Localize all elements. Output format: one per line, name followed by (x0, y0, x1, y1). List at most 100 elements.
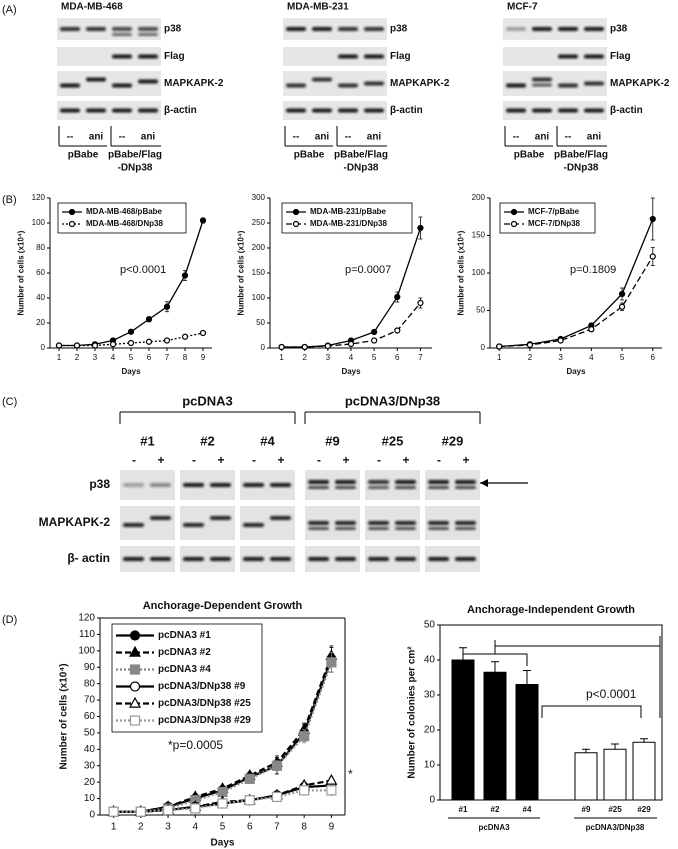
y-tick-label: 100 (32, 218, 46, 227)
band (428, 486, 449, 489)
band (364, 27, 384, 31)
band (364, 108, 384, 113)
band (395, 527, 416, 530)
band (335, 486, 356, 489)
clone-label: #9 (325, 433, 339, 448)
band (312, 77, 332, 82)
x-tick-label: #4 (523, 805, 532, 814)
y-tick-label: 30 (424, 690, 436, 701)
annotation: p=0.0007 (345, 264, 391, 276)
marker (510, 208, 518, 216)
group-label: -DNp38 (117, 163, 152, 174)
blot-strip (425, 470, 480, 500)
row-label: β-actin (390, 105, 423, 116)
marker (129, 630, 141, 641)
legend-box (499, 202, 596, 234)
marker (145, 316, 153, 323)
band (338, 27, 358, 31)
blot-title: MDA-MB-231 (287, 2, 349, 13)
annotation: * (348, 767, 353, 781)
y-tick-label: 0 (41, 343, 46, 352)
row-label: p38 (610, 24, 628, 35)
band (428, 521, 449, 525)
band (183, 523, 204, 527)
band (455, 527, 476, 530)
band (335, 480, 356, 484)
marker (217, 798, 228, 809)
band (270, 516, 291, 520)
x-axis-label: Days (121, 367, 141, 376)
clone-label: #25 (382, 433, 404, 448)
x-tick-label: 8 (301, 822, 307, 833)
legend-label: MCF-7/DNp38 (528, 219, 581, 228)
lane-label: ani (315, 132, 330, 143)
error-bar (611, 743, 619, 750)
band (335, 521, 356, 525)
x-tick-label: 2 (138, 822, 144, 833)
band (455, 521, 476, 525)
group-label: -DNp38 (563, 163, 598, 174)
band (150, 516, 171, 520)
band (138, 79, 158, 84)
y-tick-label: 60 (36, 268, 45, 277)
error-bar (582, 748, 590, 753)
x-tick-label: #1 (459, 805, 468, 814)
marker (73, 342, 81, 349)
band (428, 480, 449, 484)
x-tick-label: 3 (93, 353, 98, 362)
y-tick-label: 90 (84, 662, 96, 673)
marker (371, 337, 378, 344)
band (210, 483, 231, 487)
x-tick-label: 1 (279, 353, 284, 362)
annotation: p=0.1809 (570, 264, 616, 276)
blot-strip (283, 47, 387, 66)
marker (496, 343, 503, 350)
marker (618, 290, 626, 298)
x-tick-label: 2 (528, 353, 533, 362)
band (368, 480, 389, 484)
lane-label: -- (565, 132, 572, 143)
band (150, 483, 171, 487)
row-label: Flag (390, 51, 411, 62)
marker (129, 696, 141, 708)
y-axis-label: Number of cells (x10⁴) (16, 230, 25, 315)
x-tick-label: 7 (274, 822, 280, 833)
legend-label: MDA-MB-468/pBabe (86, 207, 163, 216)
band (243, 523, 264, 527)
marker (129, 645, 141, 657)
bar (451, 659, 475, 801)
annotation: *p=0.0005 (168, 738, 223, 752)
lane-label: + (277, 453, 284, 467)
y-axis-label: Number of cells (x10⁴) (456, 230, 465, 315)
marker (299, 785, 310, 796)
y-tick-label: 40 (36, 293, 45, 302)
lane-label: - (192, 453, 196, 467)
error-bar (491, 661, 499, 673)
legend-label: pcDNA3 #1 (158, 630, 211, 641)
y-tick-label: 80 (36, 243, 45, 252)
y-tick-label: 120 (78, 613, 95, 624)
y-tick-label: 50 (476, 306, 485, 315)
lane-label: ani (141, 132, 156, 143)
band (395, 557, 416, 561)
lane-label: -- (67, 132, 74, 143)
band (123, 523, 144, 527)
band (335, 557, 356, 561)
y-tick-label: 150 (252, 268, 266, 277)
band (112, 54, 132, 59)
marker (394, 327, 401, 334)
x-tick-label: 1 (497, 353, 502, 362)
lane-label: ani (587, 132, 602, 143)
y-tick-label: 10 (84, 793, 96, 804)
x-tick-label: 3 (165, 822, 171, 833)
marker (129, 715, 141, 726)
y-tick-label: 100 (252, 293, 266, 302)
band (270, 483, 291, 487)
y-tick-label: 40 (424, 655, 436, 666)
band (368, 521, 389, 525)
band (584, 27, 604, 31)
band (506, 83, 526, 88)
marker (109, 341, 117, 348)
band (395, 486, 416, 489)
